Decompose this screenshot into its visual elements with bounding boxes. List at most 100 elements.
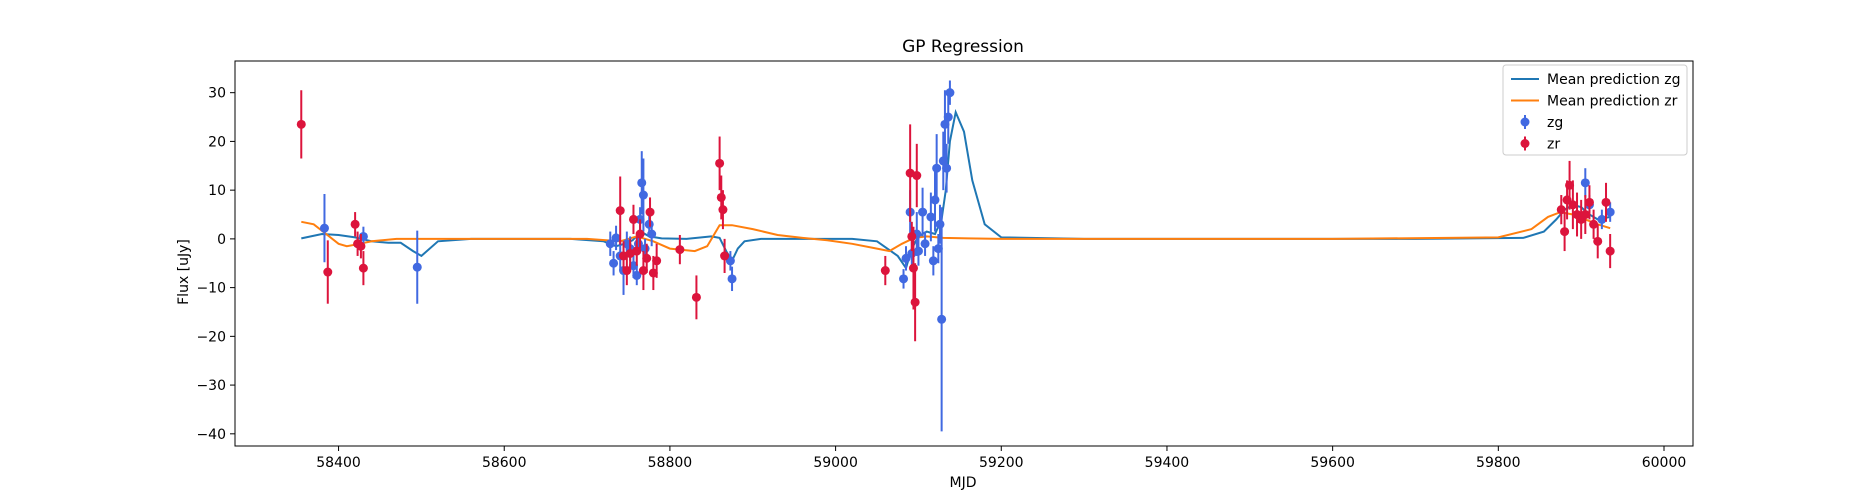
- x-tick-label: 58800: [648, 455, 693, 471]
- data-point-zr: [912, 171, 922, 181]
- data-point-zr: [1580, 210, 1590, 220]
- x-tick-label: 59000: [813, 455, 858, 471]
- data-point-zr: [715, 158, 725, 168]
- data-point-zr: [652, 256, 662, 266]
- data-point-zr: [622, 266, 632, 276]
- y-tick-label: −40: [196, 427, 226, 443]
- legend-entry: Mean prediction zg: [1511, 72, 1681, 88]
- data-point-zg: [926, 212, 936, 222]
- data-point-zg: [945, 88, 955, 98]
- y-tick-label: 0: [217, 232, 226, 248]
- data-point-zr: [910, 297, 920, 307]
- x-tick-label: 60000: [1642, 455, 1687, 471]
- data-point-zr: [635, 229, 645, 239]
- y-tick-label: 10: [208, 183, 226, 199]
- x-tick-label: 58400: [316, 455, 361, 471]
- data-point-zg: [933, 244, 943, 254]
- data-point-zr: [716, 192, 726, 202]
- data-point-zr: [718, 205, 728, 215]
- data-point-zg: [932, 163, 942, 173]
- y-tick-label: −20: [196, 329, 226, 345]
- legend-entry: zg: [1520, 115, 1563, 131]
- data-point-zr: [645, 207, 655, 217]
- data-point-zg: [937, 314, 947, 324]
- data-point-zg: [1605, 207, 1615, 217]
- data-point-zr: [1593, 236, 1603, 246]
- legend: Mean prediction zg Mean prediction zr zg zr: [1502, 64, 1688, 156]
- data-point-zr: [1556, 205, 1566, 215]
- data-point-zg: [605, 239, 615, 249]
- data-point-zr: [356, 241, 366, 251]
- y-tick-label: 30: [208, 86, 226, 102]
- legend-marker-swatch: [1520, 117, 1530, 127]
- data-point-zr: [1560, 227, 1570, 237]
- y-tick-label: −30: [196, 378, 226, 394]
- axes: 58400 58600 58800 59000 59200 59400 59600 59800…: [196, 60, 1694, 471]
- data-point-zg: [640, 244, 650, 254]
- y-tick-label: 20: [208, 134, 226, 150]
- data-point-zr: [648, 268, 658, 278]
- chart-title: GP Regression: [902, 37, 1024, 57]
- data-point-zg: [638, 190, 648, 200]
- data-point-zr: [1601, 197, 1611, 207]
- data-point-zg: [647, 229, 657, 239]
- data-point-zg: [938, 156, 948, 166]
- data-point-zr: [1565, 180, 1575, 190]
- axes-frame: [234, 60, 1694, 447]
- y-tick-label: −10: [196, 281, 226, 297]
- data-point-zg: [930, 195, 940, 205]
- data-point-zg: [943, 112, 953, 122]
- data-point-zg: [637, 178, 647, 188]
- legend-marker-swatch: [1520, 139, 1530, 148]
- data-point-zr: [632, 246, 642, 256]
- data-point-zr: [1589, 219, 1599, 229]
- y-axis-label: Flux [uJy]: [176, 239, 192, 305]
- data-point-zr: [323, 267, 333, 277]
- data-point-zg: [928, 256, 938, 266]
- data-point-zr: [675, 245, 685, 255]
- data-point-zr: [615, 206, 625, 216]
- data-point-zg: [918, 207, 928, 217]
- data-point-zr: [880, 266, 890, 276]
- data-point-zg: [632, 270, 642, 280]
- data-point-zr: [296, 119, 306, 129]
- x-tick-label: 59800: [1476, 455, 1521, 471]
- data-point-zg: [942, 163, 952, 173]
- x-tick-label: 59200: [979, 455, 1024, 471]
- data-point-zr: [628, 214, 638, 224]
- data-point-zg: [920, 239, 930, 249]
- data-point-zr: [1568, 200, 1578, 210]
- data-point-zr: [907, 231, 917, 241]
- data-point-zr: [908, 263, 918, 273]
- data-point-zg: [319, 223, 329, 233]
- data-point-zg: [940, 119, 950, 129]
- data-point-zr: [691, 292, 701, 302]
- legend-entry: Mean prediction zr: [1511, 94, 1678, 110]
- legend-label: Mean prediction zg: [1547, 72, 1681, 88]
- data-point-zg: [628, 261, 638, 271]
- legend-entry: zr: [1520, 136, 1560, 153]
- legend-label: zg: [1547, 115, 1563, 131]
- series-line-zr: [301, 211, 1611, 253]
- data-point-zr: [720, 251, 730, 261]
- data-point-zr: [358, 263, 368, 273]
- data-point-zr: [1584, 197, 1594, 207]
- data-point-zg: [899, 274, 909, 284]
- series-points-zr: [296, 90, 1615, 342]
- data-point-zr: [350, 219, 360, 229]
- data-point-zg: [727, 274, 737, 284]
- x-tick-label: 59600: [1310, 455, 1355, 471]
- legend-label: zr: [1547, 137, 1560, 153]
- data-point-zg: [1580, 178, 1590, 188]
- legend-box: [1502, 64, 1688, 156]
- x-tick-label: 58600: [482, 455, 527, 471]
- data-point-zg: [611, 233, 621, 243]
- plot-area: [296, 80, 1615, 432]
- data-point-zg: [913, 246, 923, 256]
- data-point-zr: [638, 266, 648, 276]
- legend-label: Mean prediction zr: [1547, 94, 1678, 110]
- data-point-zg: [935, 219, 945, 229]
- data-point-zg: [412, 262, 422, 272]
